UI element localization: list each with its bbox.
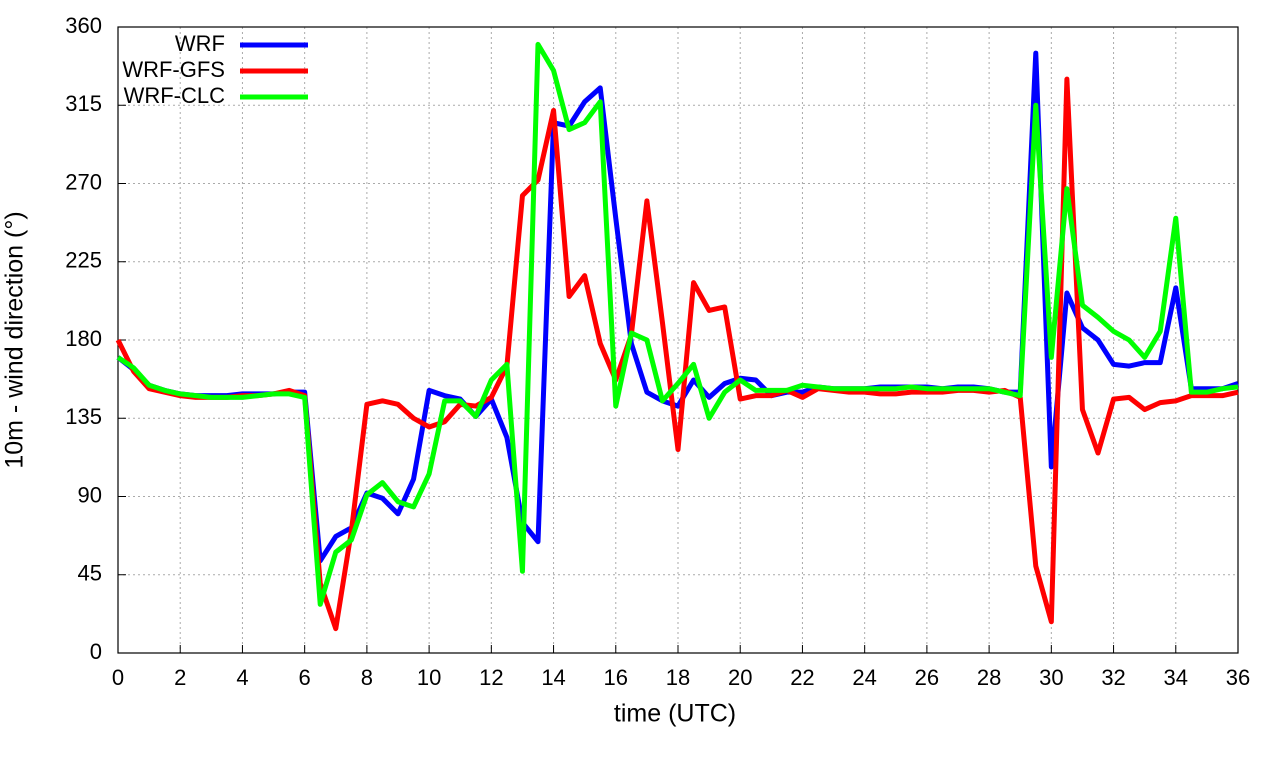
x-tick-label: 6 bbox=[299, 665, 311, 690]
x-tick-label: 22 bbox=[790, 665, 814, 690]
y-tick-label: 225 bbox=[65, 248, 102, 273]
legend-label: WRF bbox=[175, 31, 225, 56]
y-tick-label: 180 bbox=[65, 326, 102, 351]
legend-label: WRF-GFS bbox=[122, 57, 225, 82]
x-tick-label: 36 bbox=[1226, 665, 1250, 690]
y-tick-label: 135 bbox=[65, 404, 102, 429]
legend-label: WRF-CLC bbox=[124, 83, 226, 108]
x-tick-label: 34 bbox=[1164, 665, 1188, 690]
y-tick-label: 315 bbox=[65, 91, 102, 116]
x-tick-label: 20 bbox=[728, 665, 752, 690]
x-tick-label: 32 bbox=[1101, 665, 1125, 690]
x-tick-label: 16 bbox=[604, 665, 628, 690]
x-tick-label: 26 bbox=[915, 665, 939, 690]
y-tick-label: 90 bbox=[78, 482, 102, 507]
y-tick-label: 0 bbox=[90, 639, 102, 664]
y-tick-label: 270 bbox=[65, 169, 102, 194]
x-tick-label: 2 bbox=[174, 665, 186, 690]
x-axis-title: time (UTC) bbox=[614, 700, 736, 728]
y-tick-label: 45 bbox=[78, 561, 102, 586]
x-tick-label: 0 bbox=[112, 665, 124, 690]
x-tick-label: 12 bbox=[479, 665, 503, 690]
data-line bbox=[116, 41, 1239, 607]
data-line bbox=[116, 50, 1239, 564]
x-tick-label: 10 bbox=[417, 665, 441, 690]
x-tick-label: 28 bbox=[977, 665, 1001, 690]
y-tick-label: 360 bbox=[65, 13, 102, 38]
x-tick-label: 4 bbox=[236, 665, 248, 690]
y-axis-title: 10m - wind direction (°) bbox=[1, 211, 29, 468]
x-tick-label: 14 bbox=[541, 665, 565, 690]
x-tick-label: 30 bbox=[1039, 665, 1063, 690]
x-tick-label: 24 bbox=[852, 665, 876, 690]
x-tick-label: 18 bbox=[666, 665, 690, 690]
x-tick-label: 8 bbox=[361, 665, 373, 690]
